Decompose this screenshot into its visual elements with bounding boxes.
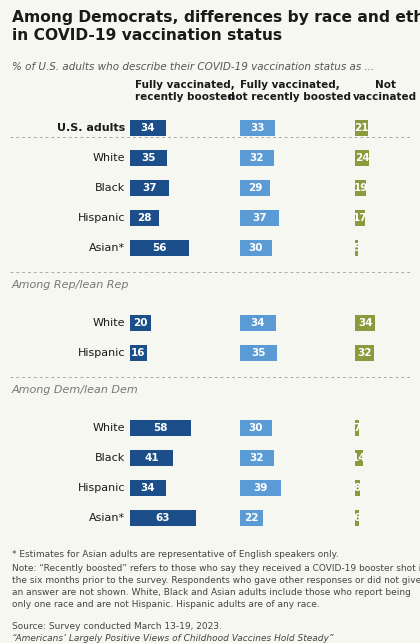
Text: 30: 30: [249, 243, 263, 253]
Text: Fully vaccinated,
not recently boosted: Fully vaccinated, not recently boosted: [228, 80, 352, 102]
Bar: [130, 150, 167, 166]
Text: U.S. adults: U.S. adults: [57, 123, 125, 133]
Bar: [130, 120, 166, 136]
Text: Hispanic: Hispanic: [78, 348, 125, 358]
Text: 29: 29: [248, 183, 262, 193]
Text: 34: 34: [141, 483, 155, 493]
Text: Note: “Recently boosted” refers to those who say they received a COVID-19 booste: Note: “Recently boosted” refers to those…: [12, 564, 420, 610]
Bar: [240, 450, 273, 466]
Text: 34: 34: [141, 123, 155, 133]
Text: 35: 35: [251, 348, 265, 358]
Bar: [240, 210, 279, 226]
Text: 22: 22: [244, 513, 259, 523]
Text: 7: 7: [353, 423, 361, 433]
Text: 28: 28: [137, 213, 152, 223]
Text: 41: 41: [144, 453, 159, 463]
Bar: [130, 420, 191, 436]
Text: 20: 20: [133, 318, 148, 328]
Text: Source: Survey conducted March 13-19, 2023.: Source: Survey conducted March 13-19, 20…: [12, 622, 222, 631]
Bar: [355, 240, 358, 256]
Bar: [355, 210, 365, 226]
Text: 37: 37: [252, 213, 267, 223]
Bar: [240, 180, 270, 196]
Bar: [130, 480, 166, 496]
Text: Black: Black: [95, 183, 125, 193]
Text: White: White: [92, 153, 125, 163]
Text: 34: 34: [251, 318, 265, 328]
Bar: [355, 345, 374, 361]
Text: 32: 32: [249, 453, 264, 463]
Bar: [355, 420, 359, 436]
Text: 8: 8: [354, 483, 361, 493]
Bar: [240, 315, 276, 331]
Text: 24: 24: [355, 153, 370, 163]
Text: 37: 37: [142, 183, 157, 193]
Bar: [355, 120, 368, 136]
Text: White: White: [92, 423, 125, 433]
Text: Among Dem/lean Dem: Among Dem/lean Dem: [12, 385, 139, 395]
Bar: [240, 150, 273, 166]
Text: Fully vaccinated,
recently boosted: Fully vaccinated, recently boosted: [135, 80, 235, 102]
Text: Asian*: Asian*: [89, 513, 125, 523]
Text: Among Rep/lean Rep: Among Rep/lean Rep: [12, 280, 129, 290]
Text: 32: 32: [357, 348, 372, 358]
Text: 32: 32: [249, 153, 264, 163]
Bar: [130, 345, 147, 361]
Text: 30: 30: [249, 423, 263, 433]
Text: “Americans’ Largely Positive Views of Childhood Vaccines Hold Steady”: “Americans’ Largely Positive Views of Ch…: [12, 634, 333, 643]
Text: Black: Black: [95, 453, 125, 463]
Text: Hispanic: Hispanic: [78, 483, 125, 493]
Text: 33: 33: [250, 123, 265, 133]
Bar: [130, 210, 160, 226]
Bar: [355, 150, 370, 166]
Bar: [240, 510, 263, 526]
Bar: [130, 240, 189, 256]
Text: Among Democrats, differences by race and ethnicity
in COVID-19 vaccination statu: Among Democrats, differences by race and…: [12, 10, 420, 43]
Text: Hispanic: Hispanic: [78, 213, 125, 223]
Bar: [240, 345, 277, 361]
Bar: [240, 420, 271, 436]
Text: White: White: [92, 318, 125, 328]
Bar: [355, 480, 360, 496]
Bar: [355, 510, 359, 526]
Bar: [130, 180, 169, 196]
Bar: [240, 240, 271, 256]
Bar: [240, 120, 275, 136]
Text: Asian*: Asian*: [89, 243, 125, 253]
Bar: [130, 510, 196, 526]
Text: 34: 34: [358, 318, 373, 328]
Text: 58: 58: [153, 423, 168, 433]
Bar: [355, 450, 363, 466]
Text: 56: 56: [152, 243, 167, 253]
Text: 16: 16: [131, 348, 146, 358]
Text: Not
vaccinated: Not vaccinated: [353, 80, 417, 102]
Text: 63: 63: [156, 513, 171, 523]
Text: 14: 14: [352, 453, 367, 463]
Text: 39: 39: [253, 483, 268, 493]
Text: 5: 5: [353, 243, 360, 253]
Text: 6: 6: [353, 513, 360, 523]
Bar: [355, 180, 366, 196]
Bar: [130, 315, 151, 331]
Text: 17: 17: [353, 213, 368, 223]
Text: 21: 21: [354, 123, 369, 133]
Bar: [130, 450, 173, 466]
Text: 19: 19: [354, 183, 368, 193]
Text: * Estimates for Asian adults are representative of English speakers only.: * Estimates for Asian adults are represe…: [12, 550, 339, 559]
Text: % of U.S. adults who describe their COVID-19 vaccination status as ...: % of U.S. adults who describe their COVI…: [12, 62, 374, 72]
Text: 35: 35: [141, 153, 156, 163]
Bar: [240, 480, 281, 496]
Bar: [355, 315, 375, 331]
